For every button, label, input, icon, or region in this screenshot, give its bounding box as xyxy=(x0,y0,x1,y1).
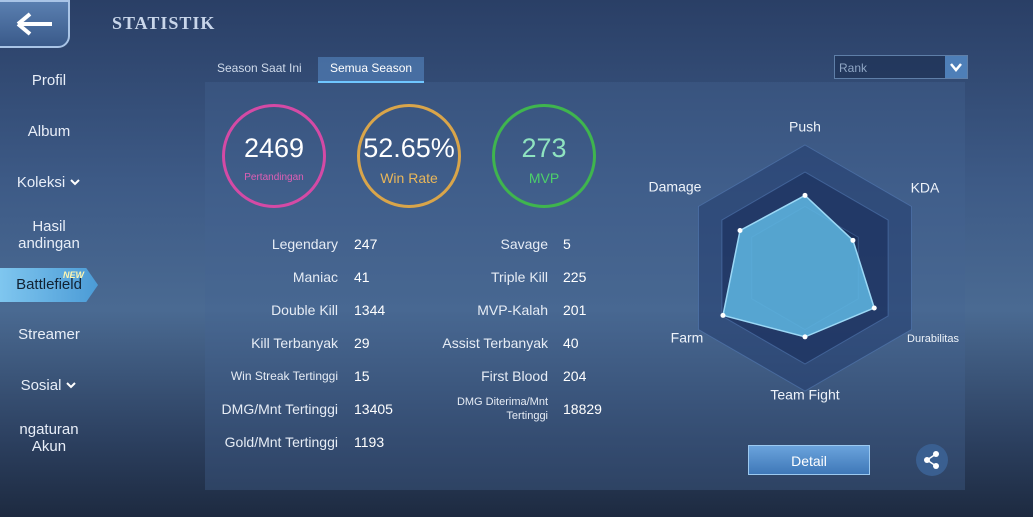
sidebar-label: Akun xyxy=(31,438,67,455)
radar-point xyxy=(802,334,808,340)
sidebar-item[interactable]: Battlefield NEW xyxy=(0,268,98,302)
stat-label: Savage xyxy=(500,236,548,252)
new-badge: NEW xyxy=(63,270,84,280)
stat-value: 1193 xyxy=(354,434,385,450)
expand-icon xyxy=(70,179,80,186)
sidebar-label: Profil xyxy=(31,72,67,89)
stat-value: 15 xyxy=(354,368,370,384)
circle-label: MVP xyxy=(528,170,560,186)
radar-point xyxy=(850,237,856,243)
stat-value: 247 xyxy=(354,236,378,252)
stat-value: 201 xyxy=(563,302,587,318)
sidebar-label: Sosial xyxy=(20,377,62,394)
stat-value: 13405 xyxy=(354,401,393,417)
stat-label: Kill Terbanyak xyxy=(251,335,338,351)
sidebar-item[interactable]: Album xyxy=(0,123,98,140)
stat-label: Win Streak Tertinggi xyxy=(230,369,338,383)
rank-dropdown[interactable]: Rank xyxy=(834,55,968,79)
sidebar-label: Album xyxy=(27,123,71,140)
stat-label: Assist Terbanyak xyxy=(442,335,548,351)
season-tab[interactable]: Semua Season xyxy=(318,57,425,83)
stat-value: 29 xyxy=(354,335,370,351)
circle-value: 2469 xyxy=(243,133,305,163)
radar-axis-label: Team Fight xyxy=(770,387,839,403)
stat-circle: 2469 Pertandingan xyxy=(222,104,326,208)
radar-axis-label: KDA xyxy=(911,180,940,196)
dropdown-label: Rank xyxy=(839,61,868,75)
sidebar-item[interactable]: Sosial xyxy=(0,377,98,394)
stat-label: First Blood xyxy=(481,368,548,384)
circle-value: 273 xyxy=(521,133,567,163)
stat-label: DMG Diterima/Mnt Tertinggi xyxy=(456,396,548,422)
stat-value: 5 xyxy=(563,236,571,252)
season-tab[interactable]: Season Saat Ini xyxy=(217,61,302,75)
sidebar-item[interactable]: ngaturan Akun xyxy=(0,421,98,455)
share-button[interactable] xyxy=(916,444,948,476)
expand-icon xyxy=(66,382,77,389)
back-button[interactable] xyxy=(0,0,70,48)
radar-axis-label: Damage xyxy=(649,179,702,195)
sidebar-item[interactable]: Profil xyxy=(0,72,98,89)
stat-label: MVP-Kalah xyxy=(477,302,548,318)
radar-point xyxy=(871,305,877,311)
stat-label: DMG/Mnt Tertinggi xyxy=(221,401,338,417)
stat-label: Maniac xyxy=(292,269,338,285)
sidebar-item[interactable]: Hasil andingan xyxy=(0,218,98,252)
sidebar-label: Koleksi xyxy=(16,174,66,191)
circle-label: Pertandingan xyxy=(244,172,304,183)
sidebar-label: andingan xyxy=(18,235,80,252)
sidebar-item[interactable]: Koleksi xyxy=(0,174,98,191)
sidebar-item[interactable]: Streamer xyxy=(0,326,98,343)
sidebar-label: Hasil xyxy=(32,218,66,235)
stat-value: 41 xyxy=(354,269,370,285)
radar-chart: Push KDA Durabilitas Team Fight Farm Damage xyxy=(649,119,960,403)
stat-value: 204 xyxy=(563,368,587,384)
radar-axis-label: Durabilitas xyxy=(907,333,959,345)
radar-point xyxy=(720,312,726,318)
circle-value: 52.65% xyxy=(363,133,455,163)
stat-circle: 52.65% Win Rate xyxy=(357,104,461,208)
circle-label: Win Rate xyxy=(380,170,438,186)
radar-point xyxy=(737,227,743,233)
stat-value: 225 xyxy=(563,269,587,285)
sidebar-label: Streamer xyxy=(18,326,80,343)
sidebar-label: ngaturan xyxy=(19,421,79,438)
stat-label: Triple Kill xyxy=(490,269,548,285)
sidebar-label: Battlefield xyxy=(16,276,82,293)
radar-axis-label: Farm xyxy=(671,330,704,346)
radar-point xyxy=(802,192,808,198)
radar-axis-label: Push xyxy=(789,119,821,135)
detail-button[interactable]: Detail xyxy=(748,445,870,475)
stat-circle: 273 MVP xyxy=(492,104,596,208)
stat-value: 40 xyxy=(563,335,579,351)
page-title: STATISTIK xyxy=(112,13,216,33)
stat-value: 18829 xyxy=(563,401,602,417)
stat-label: Legendary xyxy=(271,236,338,252)
stat-label: Gold/Mnt Tertinggi xyxy=(224,434,338,450)
stat-value: 1344 xyxy=(354,302,386,318)
stat-label: Double Kill xyxy=(271,302,338,318)
